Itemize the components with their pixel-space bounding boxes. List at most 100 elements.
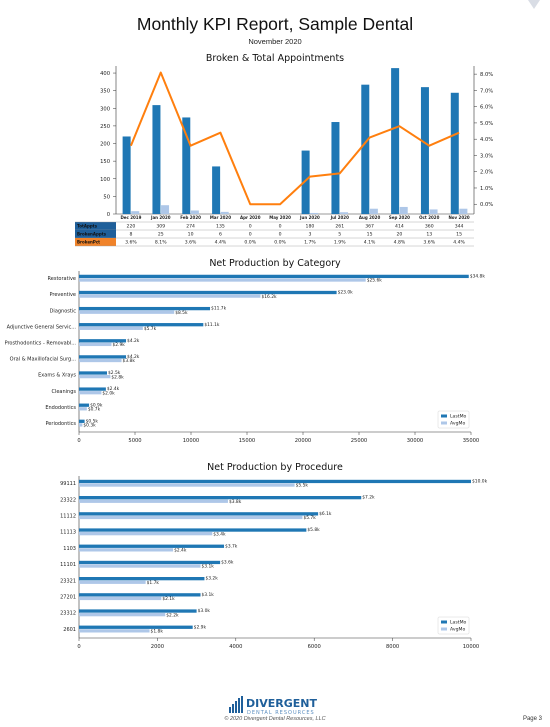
table-cell: 3.6% [125,240,137,246]
bar-brokenappts [369,208,378,214]
table-cell: 344 [455,224,464,230]
bar-lastmo [79,609,197,613]
x-tick-label: Dec 2019 [120,215,141,220]
bar-lastmo [79,512,319,516]
legend-swatch-avgmo [441,627,447,631]
bar-lastmo [79,479,471,484]
corner-tab [528,0,540,9]
table-cell: 1.9% [334,240,346,246]
bar-lastmo [79,323,204,327]
x-tick-label: 2000 [151,644,164,650]
bar-label-lastmo: $2.4k [107,386,120,392]
table-cell: 180 [306,224,315,230]
logo-main-text: DIVERGENT [246,697,317,710]
bar-lastmo [79,290,337,295]
bar-brokenappts [161,205,170,214]
x-tick-label: Jan 2020 [150,215,171,220]
category-label: 27201 [60,595,76,601]
appointments-chart: 0501001502002503003504000.0%1.0%2.0%3.0%… [75,66,493,247]
legend-label-lastmo: LastMo [450,414,467,420]
x-tick-label: Mar 2020 [210,215,231,220]
table-cell: 8 [129,232,132,238]
legend-swatch-avgmo [441,421,447,425]
y-tick-label: 50 [103,194,110,200]
bar-totappts [152,105,161,214]
table-cell: 10 [188,232,194,238]
bar-avgmo [79,499,228,503]
bar-totappts [420,87,429,214]
bar-lastmo [79,419,85,423]
x-tick-label: Nov 2020 [448,215,469,220]
bar-avgmo [79,629,150,633]
bar-totappts [301,150,310,214]
y2-tick-label: 2.0% [480,170,493,176]
x-tick-label: 4000 [229,644,242,650]
logo-sub-text: DENTAL RESOURCES [247,710,315,716]
category-chart: 0 5000 10000 15000 20000 25000 30000 35000 Resto… [5,271,485,444]
bar-lastmo [79,625,193,629]
bar-avgmo [79,483,295,487]
bar-brokenappts [131,211,140,214]
x-tick-label: 10000 [463,644,480,650]
category-label: Diagnostic [50,308,77,314]
y2-tick-label: 0.0% [480,202,493,208]
table-cell: 3.6% [185,240,197,246]
legend-swatch-lastmo [441,414,447,418]
category-label: Cleanings [51,389,76,395]
bar-lastmo [79,560,221,565]
bar-label-avgmo: $0.3k [83,423,96,429]
procedure-chart-title: Net Production by Procedure [207,462,343,473]
table-cell: 309 [156,224,165,230]
bar-avgmo [79,548,174,552]
table-row-label-cell [75,222,116,230]
bar-label-avgmo: $5.7k [144,326,157,332]
table-cell: 20 [396,232,402,238]
table-cell: 5 [338,232,341,238]
y-tick-label: 300 [100,106,110,112]
x-tick-label: 10000 [183,438,200,444]
table-row-label: BrokenAppts [77,232,107,237]
bar-avgmo [79,374,111,379]
category-label: 11112 [60,514,76,520]
table-cell: 0 [279,232,282,238]
line-brokenpct [129,71,460,206]
bar-brokenappts [459,208,468,214]
bar-avgmo [79,326,143,330]
bar-lastmo [79,403,90,407]
category-label: Adjunctive General Servic... [7,324,77,330]
appointments-chart-title: Broken & Total Appointments [205,53,345,64]
bar-brokenappts [429,209,438,214]
legend-label-avgmo: AvgMo [450,627,465,633]
copyright-text: © 2020 Divergent Dental Resources, LLC [224,716,326,722]
bar-label-lastmo: $11.1k [204,322,220,328]
bar-label-lastmo: $0.5k [86,418,99,424]
bar-totappts [391,68,400,214]
legend-swatch-lastmo [441,620,447,624]
table-cell: 0 [279,224,282,230]
bar-avgmo [79,532,213,536]
bar-totappts [182,117,191,214]
logo-bars-icon [229,696,243,713]
table-cell: 414 [395,224,404,230]
bar-label-lastmo: $7.2k [362,495,375,501]
table-cell: 3 [308,232,311,238]
bar-label-lastmo: $3.7k [225,543,238,549]
x-tick-label: May 2020 [269,215,291,220]
report-subtitle: November 2020 [248,37,302,46]
bar-label-avgmo: $3.4k [213,531,226,537]
table-cell: 15 [367,232,373,238]
table-cell: 0.0% [274,240,286,246]
bar-label-lastmo: $2.5k [108,370,121,376]
y2-tick-label: 8.0% [480,72,493,78]
y-tick-label: 100 [100,177,110,183]
table-row-label: TotAppts [77,224,98,229]
bar-label-avgmo: $3.1k [202,564,215,570]
table-cell: 220 [127,224,136,230]
x-tick-label: 0 [77,438,80,444]
bar-brokenappts [220,211,229,214]
bar-lastmo [79,387,106,391]
bar-label-avgmo: $1.8k [151,629,164,635]
bar-label-avgmo: $8.5k [175,310,188,316]
bar-label-lastmo: $3.6k [221,560,234,566]
category-label: 2601 [63,627,76,633]
